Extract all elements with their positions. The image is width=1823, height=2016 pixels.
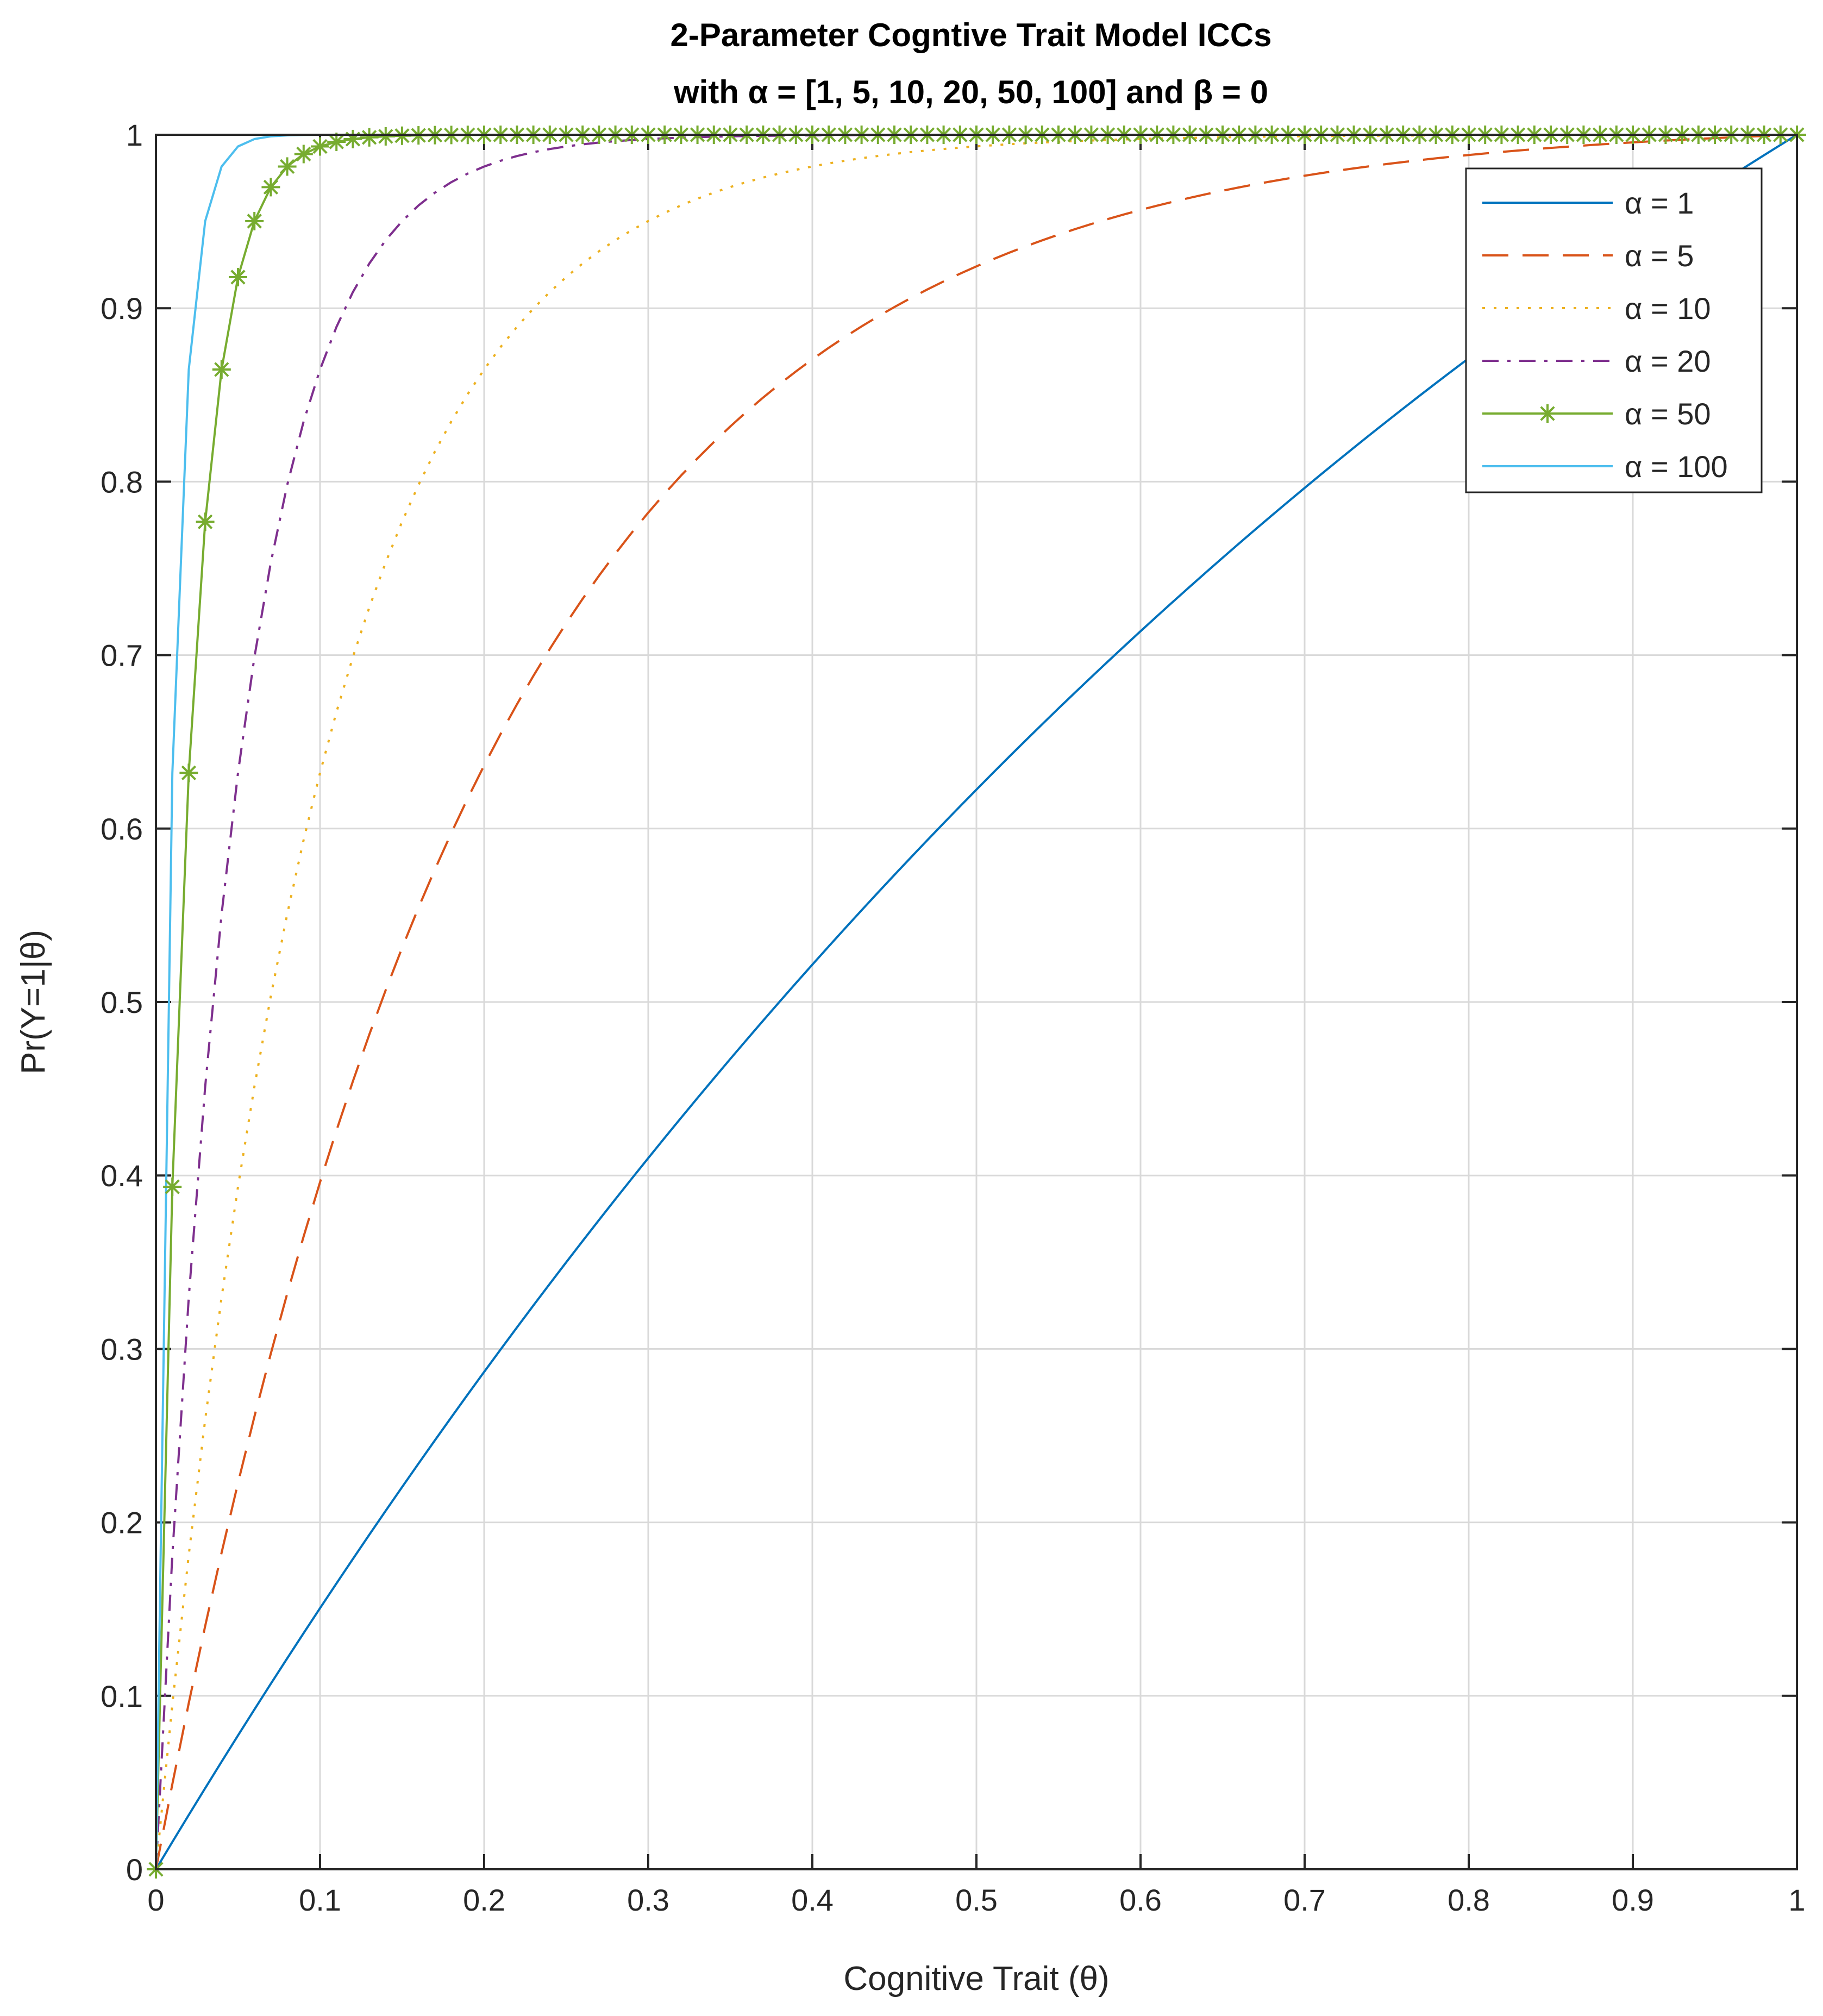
legend-box xyxy=(1465,167,1763,493)
y-tick-label: 0.6 xyxy=(101,812,143,846)
series-line-alpha-5 xyxy=(155,134,1797,1870)
y-tick-label: 0.5 xyxy=(101,985,143,1019)
legend: α = 1 α = 5 α = 10 α = 20 α = 50 α = 100 xyxy=(1465,167,1763,493)
chart-title-line-1: 2-Parameter Cogntive Trait Model ICCs xyxy=(671,17,1272,53)
marker-alpha-50 xyxy=(261,178,280,197)
marker-alpha-50 xyxy=(212,360,231,379)
x-axis-label: Cognitive Trait (θ) xyxy=(843,1960,1109,1998)
y-tick-label: 0.3 xyxy=(101,1332,143,1366)
x-tick-label: 0.4 xyxy=(791,1883,834,1917)
marker-alpha-50 xyxy=(179,763,198,782)
legend-label: α = 50 xyxy=(1625,397,1711,431)
marker-alpha-50 xyxy=(360,128,379,147)
marker-alpha-50 xyxy=(343,129,362,148)
legend-label: α = 1 xyxy=(1625,186,1694,220)
x-tick-label: 0 xyxy=(147,1883,164,1917)
y-tick-label: 0.2 xyxy=(101,1506,143,1540)
x-tick-label: 0.9 xyxy=(1612,1883,1654,1917)
y-axis-label: Pr(Y=1|θ) xyxy=(15,930,52,1074)
x-tick-label: 0.1 xyxy=(299,1883,341,1917)
marker-alpha-50 xyxy=(245,211,264,230)
marker-alpha-50 xyxy=(311,137,329,156)
x-tick-label: 0.3 xyxy=(627,1883,669,1917)
marker-alpha-50 xyxy=(278,157,297,176)
legend-label: α = 10 xyxy=(1625,291,1711,325)
y-tick-label: 0.8 xyxy=(101,465,143,499)
y-tick-label: 0.1 xyxy=(101,1679,143,1713)
x-tick-label: 0.2 xyxy=(463,1883,505,1917)
y-tick-label: 1 xyxy=(126,118,143,152)
marker-alpha-50 xyxy=(376,127,395,146)
marker-alpha-50 xyxy=(196,512,215,531)
chart-title-line-2: with α = [1, 5, 10, 20, 50, 100] and β =… xyxy=(673,74,1268,110)
marker-alpha-50 xyxy=(327,133,346,152)
legend-marker xyxy=(1538,404,1557,423)
x-tick-label: 1 xyxy=(1788,1883,1805,1917)
y-tick-label: 0.7 xyxy=(101,638,143,673)
y-tick-label: 0.9 xyxy=(101,291,143,325)
x-tick-label: 0.7 xyxy=(1283,1883,1326,1917)
marker-alpha-50 xyxy=(294,145,313,164)
x-tick-label: 0.8 xyxy=(1448,1883,1490,1917)
x-tick-labels: 0 0.1 0.2 0.3 0.4 0.5 0.6 0.7 0.8 0.9 1 xyxy=(147,1883,1805,1917)
marker-alpha-50 xyxy=(229,268,247,287)
legend-label: α = 20 xyxy=(1625,344,1711,378)
legend-label: α = 5 xyxy=(1625,239,1694,273)
axes-box xyxy=(155,134,1798,1870)
x-tick-label: 0.5 xyxy=(955,1883,998,1917)
series-line-alpha-10 xyxy=(155,134,1797,1870)
legend-label: α = 100 xyxy=(1625,449,1728,484)
x-tick-label: 0.6 xyxy=(1119,1883,1162,1917)
legend-items: α = 1 α = 5 α = 10 α = 20 α = 50 α = 100 xyxy=(1482,186,1728,484)
marker-alpha-50 xyxy=(163,1178,182,1197)
y-tick-label: 0 xyxy=(126,1852,143,1887)
y-tick-labels: 0 0.1 0.2 0.3 0.4 0.5 0.6 0.7 0.8 0.9 1 xyxy=(101,118,143,1887)
y-tick-label: 0.4 xyxy=(101,1159,143,1193)
